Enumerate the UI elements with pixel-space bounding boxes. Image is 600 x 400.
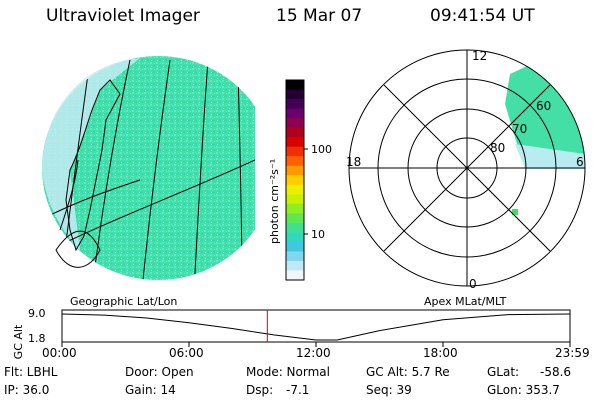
colorbar-swatch	[286, 251, 304, 262]
strip-x-ticks	[61, 342, 571, 347]
colorbar-swatch	[286, 146, 304, 157]
strip-frame	[61, 309, 571, 343]
strip-y-tick-top: 9.0	[28, 307, 46, 320]
mlt-label-12: 12	[472, 49, 487, 63]
emission-disk	[42, 56, 255, 280]
ip-info: IP: 36.0	[4, 383, 50, 397]
glat-value: -58.6	[540, 365, 572, 379]
magnetic-polar-plot: 12 18 6 0 60 70 80	[346, 49, 586, 291]
mlt-label-6: 6	[576, 155, 584, 169]
colorbar-swatch	[286, 137, 304, 148]
apex-caption: Apex MLat/MLT	[424, 295, 507, 308]
geographic-image-panel	[42, 56, 255, 280]
continent-outlines	[55, 79, 121, 268]
dsp-info: Dsp:	[246, 383, 274, 397]
emission-spot	[512, 209, 518, 215]
glat-info: GLat:	[487, 365, 520, 379]
colorbar-swatch	[286, 241, 304, 253]
colorbar-swatch	[286, 213, 304, 224]
colorbar-tick-10: 10	[311, 228, 325, 241]
time-label-1200: 12:00	[296, 346, 331, 360]
geographic-caption: Geographic Lat/Lon	[70, 295, 178, 308]
strip-y-title: GC Alt	[12, 324, 25, 359]
colorbar-swatch	[286, 156, 304, 167]
dsp-value: -7.1	[286, 383, 310, 397]
colorbar-swatch	[286, 260, 304, 272]
colorbar-units-label: photon cm⁻²s⁻¹	[268, 159, 281, 244]
altitude-curve	[61, 313, 571, 341]
colorbar-swatch	[286, 222, 304, 233]
colorbar-swatch	[286, 194, 304, 205]
colorbar-swatch	[286, 108, 304, 119]
instrument-title: Ultraviolet Imager	[46, 6, 200, 26]
strip-y-tick-bottom: 1.8	[28, 332, 46, 345]
time-label-0000: 00:00	[42, 346, 77, 360]
mlt-label-18: 18	[346, 155, 361, 169]
observation-date: 15 Mar 07	[276, 6, 363, 26]
glon-info: GLon: 353.7	[487, 383, 560, 397]
observation-time: 09:41:54 UT	[430, 6, 535, 26]
lat-label-70: 70	[512, 122, 527, 136]
mlt-label-0: 0	[469, 277, 477, 291]
gc-alt-info: GC Alt: 5.7 Re	[366, 365, 450, 379]
time-label-2359: 23:59	[555, 346, 590, 360]
colorbar-swatch	[286, 270, 304, 281]
altitude-strip-chart: GC Alt 9.0 1.8	[12, 307, 571, 359]
lat-label-80: 80	[490, 141, 505, 155]
polar-diagonal-2	[383, 84, 551, 252]
colorbar-swatch	[286, 203, 304, 214]
colorbar-tick-100: 100	[311, 143, 332, 156]
colorbar-swatch	[286, 127, 304, 138]
gain-info: Gain: 14	[125, 383, 176, 397]
mode-info: Mode: Normal	[246, 365, 330, 379]
colorbar-swatch	[286, 232, 304, 243]
colorbar-swatch	[286, 165, 304, 176]
auroral-edge	[515, 144, 585, 169]
colorbar-swatch	[286, 118, 304, 129]
door-info: Door: Open	[125, 365, 194, 379]
time-label-1800: 18:00	[423, 346, 458, 360]
intensity-colorbar: 100 10 photon cm⁻²s⁻¹	[268, 79, 332, 281]
time-label-0600: 06:00	[169, 346, 204, 360]
filter-info: Flt: LBHL	[4, 365, 58, 379]
lat-label-60: 60	[536, 99, 551, 113]
colorbar-swatch	[286, 184, 304, 195]
colorbar-swatch	[286, 99, 304, 110]
seq-info: Seq: 39	[366, 383, 412, 397]
colorbar-swatch	[286, 89, 304, 100]
colorbar-swatch	[286, 175, 304, 186]
colorbar-swatch	[286, 80, 304, 91]
